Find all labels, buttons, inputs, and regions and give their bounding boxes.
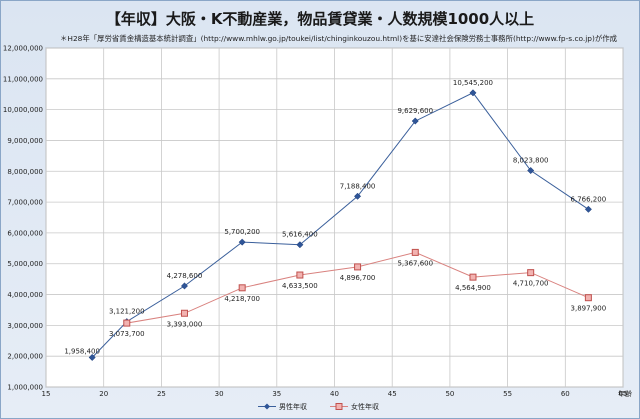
male-data-point xyxy=(238,238,246,246)
male-data-point xyxy=(411,117,419,125)
x-tick-label: 20 xyxy=(99,390,108,398)
x-tick-label: 50 xyxy=(445,390,454,398)
female-data-point xyxy=(584,294,592,302)
data-label: 8,023,800 xyxy=(513,157,549,165)
x-tick-label: 25 xyxy=(157,390,166,398)
female-data-point xyxy=(469,273,477,281)
data-label: 3,393,000 xyxy=(167,320,203,328)
female-data-point xyxy=(527,269,535,277)
x-tick-label: 35 xyxy=(272,390,281,398)
y-tick-label: 1,000,000 xyxy=(7,384,43,392)
data-label: 7,188,400 xyxy=(340,182,376,190)
data-label: 3,897,900 xyxy=(571,305,607,313)
legend-label-female: 女性年収 xyxy=(351,402,379,411)
x-tick-label: 55 xyxy=(503,390,512,398)
x-tick-label: 30 xyxy=(215,390,224,398)
y-tick-label: 9,000,000 xyxy=(7,137,43,145)
data-label: 4,633,500 xyxy=(282,282,318,290)
x-tick-label: 60 xyxy=(561,390,570,398)
y-tick-label: 10,000,000 xyxy=(3,106,43,114)
male-data-point xyxy=(88,353,96,362)
y-tick-label: 5,000,000 xyxy=(7,260,43,268)
female-data-point xyxy=(238,284,246,292)
female-data-point xyxy=(411,248,419,256)
male-data-point xyxy=(180,282,189,290)
y-tick-label: 7,000,000 xyxy=(7,199,43,207)
x-tick-label: 45 xyxy=(388,390,397,398)
female-data-point xyxy=(296,271,304,279)
male-data-point xyxy=(469,89,477,97)
legend-marker-male xyxy=(264,403,270,410)
y-tick-label: 12,000,000 xyxy=(3,45,43,53)
data-label: 5,700,200 xyxy=(224,228,260,236)
male-data-point xyxy=(354,192,362,200)
data-label: 5,367,600 xyxy=(397,259,433,267)
data-label: 3,121,200 xyxy=(109,308,145,316)
y-tick-label: 2,000,000 xyxy=(7,353,43,361)
y-tick-label: 3,000,000 xyxy=(7,322,43,330)
data-label: 10,545,200 xyxy=(453,79,493,87)
female-data-point xyxy=(180,309,188,317)
female-data-point xyxy=(354,263,362,271)
male-data-point xyxy=(527,166,535,175)
data-label: 1,958,400 xyxy=(64,347,100,355)
data-label: 4,218,700 xyxy=(224,295,260,303)
y-tick-label: 8,000,000 xyxy=(7,168,43,176)
chart-subtitle: ＊H28年「厚労省賃金構造基本統計調査」(http://www.mhlw.go.… xyxy=(60,34,618,43)
chart-title: 【年収】大阪・K不動産業，物品賃貸業・人数規模1000人以上 xyxy=(105,10,535,28)
male-data-point xyxy=(584,205,592,213)
y-tick-label: 4,000,000 xyxy=(7,291,43,299)
data-label: 4,896,700 xyxy=(340,274,376,282)
y-tick-label: 11,000,000 xyxy=(3,75,43,83)
data-label: 5,616,400 xyxy=(282,231,318,239)
x-tick-label: 40 xyxy=(330,390,339,398)
data-label: 4,564,900 xyxy=(455,284,491,292)
legend-label-male: 男性年収 xyxy=(279,402,307,411)
data-label: 3,073,700 xyxy=(109,330,145,338)
data-label: 6,766,200 xyxy=(571,195,607,203)
x-axis-label: 年齢 xyxy=(618,389,632,398)
y-tick-label: 6,000,000 xyxy=(7,229,43,237)
data-label: 9,629,600 xyxy=(397,107,433,115)
x-tick-label: 15 xyxy=(42,390,51,398)
data-label: 4,278,600 xyxy=(167,272,203,280)
series-line-male xyxy=(91,92,589,358)
x-tick-label: 65 xyxy=(619,390,628,398)
legend-marker-female xyxy=(335,403,343,410)
female-data-point xyxy=(123,319,131,327)
data-label: 4,710,700 xyxy=(513,280,549,288)
male-data-point xyxy=(296,241,304,249)
